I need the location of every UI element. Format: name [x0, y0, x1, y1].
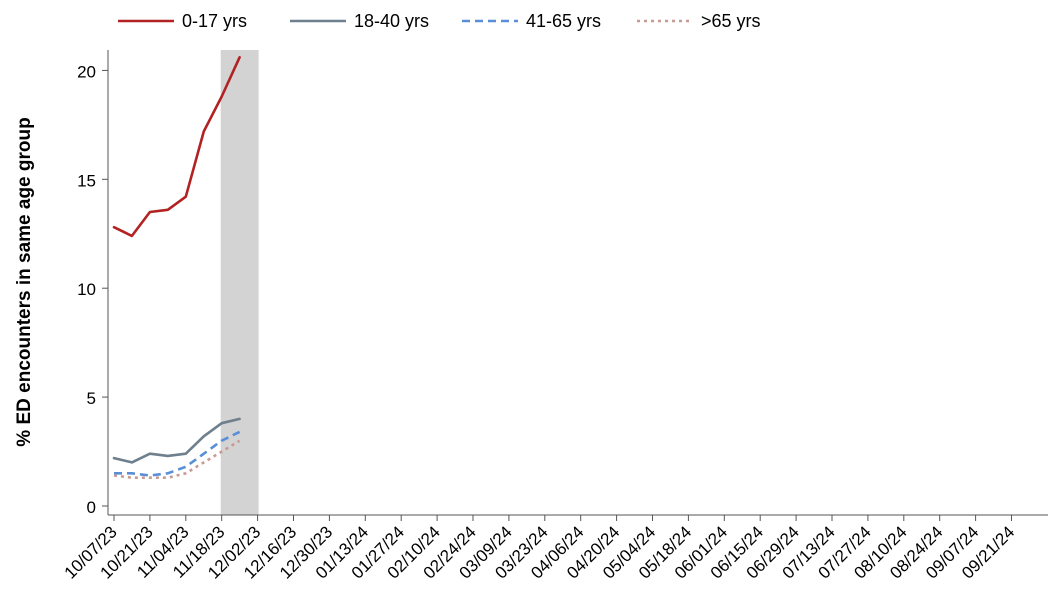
- legend-label-2: 18-40 yrs: [354, 11, 429, 31]
- y-tick-label: 10: [77, 280, 96, 299]
- y-axis-title: % ED encounters in same age group: [14, 117, 35, 446]
- y-tick-label: 5: [87, 389, 96, 408]
- series-line-1: [112, 55, 241, 238]
- legend-label-4: >65 yrs: [701, 11, 761, 31]
- legend-label-1: 0-17 yrs: [182, 11, 247, 31]
- legend: 0-17 yrs 18-40 yrs 41-65 yrs >65 yrs: [118, 11, 761, 31]
- series-line-3: [114, 430, 241, 477]
- series-line-2: [112, 417, 241, 464]
- y-tick-label: 20: [77, 62, 96, 81]
- series-layer: [112, 55, 241, 480]
- series-line-4: [113, 439, 241, 480]
- axes: 0510152010/07/2310/21/2311/04/2311/18/23…: [61, 50, 1048, 583]
- shaded-region: [220, 50, 259, 515]
- y-tick-label: 0: [87, 498, 96, 517]
- y-tick-label: 15: [77, 171, 96, 190]
- shaded-region-layer: [220, 50, 259, 515]
- legend-label-3: 41-65 yrs: [526, 11, 601, 31]
